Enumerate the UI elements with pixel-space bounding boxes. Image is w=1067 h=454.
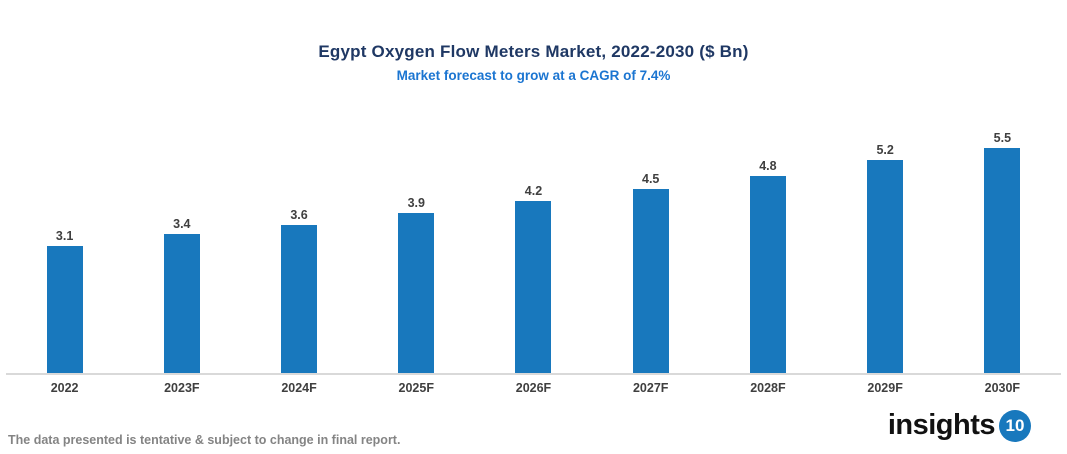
- x-axis-label: 2024F: [281, 381, 317, 395]
- x-axis-label: 2028F: [750, 381, 786, 395]
- bar: [163, 233, 200, 373]
- bar: [632, 188, 669, 373]
- bar-group: 3.6: [244, 208, 354, 373]
- bar-value-label: 5.5: [993, 130, 1012, 145]
- bar-value-label: 3.4: [173, 216, 191, 231]
- bar-group: 3.1: [10, 229, 120, 373]
- bar-value-label: 4.2: [524, 183, 543, 198]
- disclaimer-text: The data presented is tentative & subjec…: [8, 433, 401, 447]
- bar-value-label: 3.9: [407, 196, 425, 211]
- chart-subtitle: Market forecast to grow at a CAGR of 7.4…: [396, 68, 671, 83]
- x-axis-label: 2026F: [515, 381, 552, 395]
- bar: [515, 200, 552, 373]
- bar-value-label: 4.8: [759, 159, 777, 174]
- x-axis-label: 2030F: [984, 381, 1021, 395]
- x-axis-labels: 2022 2023F 2024F 2025F 2026F 2027F 2028F 2029F 2…: [6, 375, 1061, 395]
- bar-group: 4.2: [478, 184, 588, 373]
- plot-area: 3.1 3.4 3.6 3.9 4.2 4.5 4.8 5.2 5.5: [6, 126, 1061, 375]
- bar: [46, 245, 83, 373]
- bar-group: 4.5: [596, 171, 706, 373]
- x-axis-label: 2022: [50, 381, 79, 395]
- insights10-logo: insights 10: [888, 409, 1031, 442]
- bar-value-label: 4.5: [642, 171, 660, 186]
- bar-group: 3.4: [127, 217, 237, 373]
- x-axis-label: 2025F: [398, 381, 434, 395]
- bar: [749, 176, 786, 373]
- bar: [398, 213, 435, 373]
- bar: [281, 225, 318, 373]
- bar-group: 4.8: [713, 159, 823, 373]
- bar-value-label: 5.2: [876, 142, 894, 157]
- bar-group: 3.9: [361, 196, 471, 373]
- x-axis-label: 2027F: [632, 381, 669, 395]
- bar-value-label: 3.6: [290, 208, 308, 223]
- bar: [867, 159, 904, 373]
- bar-value-label: 3.1: [55, 228, 74, 243]
- bar-group: 5.5: [947, 130, 1057, 373]
- bar-group: 5.2: [830, 143, 940, 373]
- logo-text: insights: [887, 409, 996, 441]
- x-axis-label: 2029F: [867, 381, 903, 395]
- x-axis-label: 2023F: [164, 381, 200, 395]
- chart-header: Egypt Oxygen Flow Meters Market, 2022-20…: [0, 0, 1067, 83]
- bar-chart: 3.1 3.4 3.6 3.9 4.2 4.5 4.8 5.2 5.5 2022 2023F 202…: [6, 126, 1061, 395]
- chart-title: Egypt Oxygen Flow Meters Market, 2022-20…: [318, 42, 749, 61]
- bar: [984, 147, 1021, 373]
- logo-badge: 10: [999, 409, 1031, 442]
